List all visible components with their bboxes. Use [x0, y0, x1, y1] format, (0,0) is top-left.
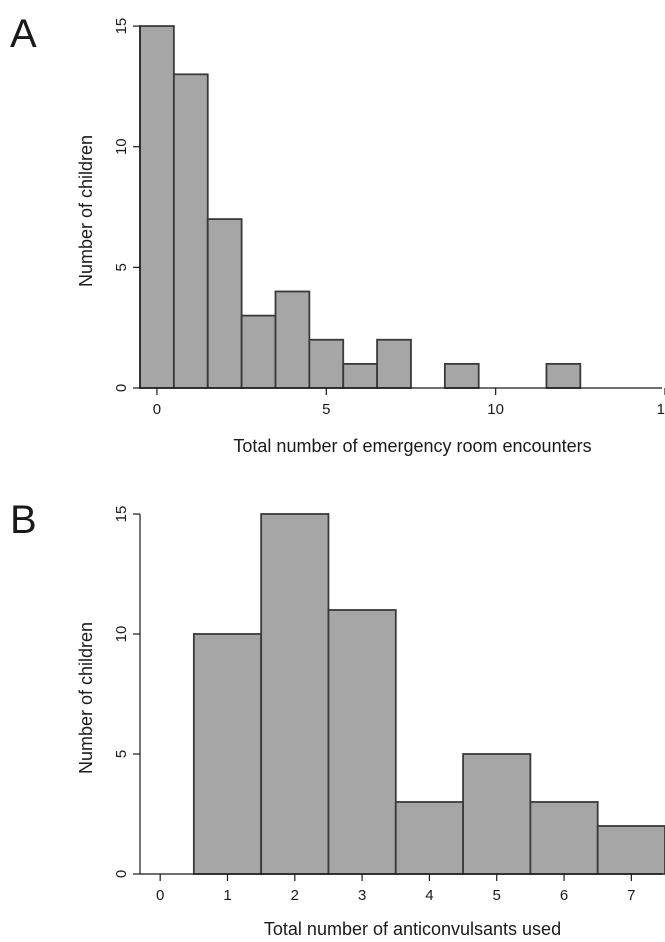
x-tick-label-4: 4: [425, 887, 433, 904]
x-tick-label-6: 6: [560, 887, 568, 904]
y-tick-label-5: 5: [113, 263, 130, 271]
x-tick-label-7: 7: [627, 887, 635, 904]
x-tick-label-3: 3: [358, 887, 366, 904]
bar-2: [206, 218, 243, 389]
x-tick-label-0: 0: [156, 887, 164, 904]
histogram-anticonvulsants-used: 0 1 2 3 4 5 6 7 0 5 10 15 Total number of anticonvul…: [76, 506, 665, 939]
y-tick-label-0: 0: [113, 870, 130, 878]
y-tick-label-10: 10: [113, 138, 130, 155]
bar-7: [596, 825, 665, 875]
y-tick-label-15: 15: [113, 18, 130, 35]
bar-12: [545, 362, 582, 389]
y-axis-title: Number of children: [76, 135, 96, 287]
x-tick-label-1: 1: [223, 887, 231, 904]
bar-4: [394, 801, 464, 875]
panel-label-a: A: [10, 12, 37, 56]
bar-6: [529, 801, 599, 875]
panel-label-b: B: [10, 498, 37, 542]
bar-7: [376, 338, 412, 389]
bar-4: [274, 290, 311, 389]
bar-2: [260, 513, 330, 875]
bar-1: [172, 73, 209, 389]
x-tick-label-10: 10: [487, 401, 504, 418]
y-tick-label-15: 15: [113, 506, 130, 523]
x-tick-label-15: 15: [657, 401, 665, 418]
x-tick-label-5: 5: [493, 887, 501, 904]
bar-6: [342, 362, 378, 389]
bar-1: [192, 633, 263, 875]
bar-3: [240, 314, 277, 389]
x-tick-label-0: 0: [153, 401, 161, 418]
bar-0: [139, 25, 175, 389]
bar-3: [327, 609, 397, 875]
bar-5: [462, 753, 532, 875]
histogram-emergency-room-encounters: 0 5 10 15 0 5 10 15 Total number of emergency ro…: [76, 18, 665, 456]
x-tick-label-5: 5: [322, 401, 330, 418]
y-tick-label-5: 5: [113, 750, 130, 758]
x-axis-title: Total number of emergency room encounter…: [233, 436, 591, 456]
y-tick-label-0: 0: [113, 384, 130, 392]
y-tick-label-10: 10: [113, 626, 130, 643]
bar-9: [443, 362, 480, 389]
x-tick-label-2: 2: [291, 887, 299, 904]
y-axis-title: Number of children: [76, 622, 96, 774]
x-axis-title: Total number of anticonvulsants used: [264, 919, 561, 939]
bar-5: [308, 338, 345, 389]
